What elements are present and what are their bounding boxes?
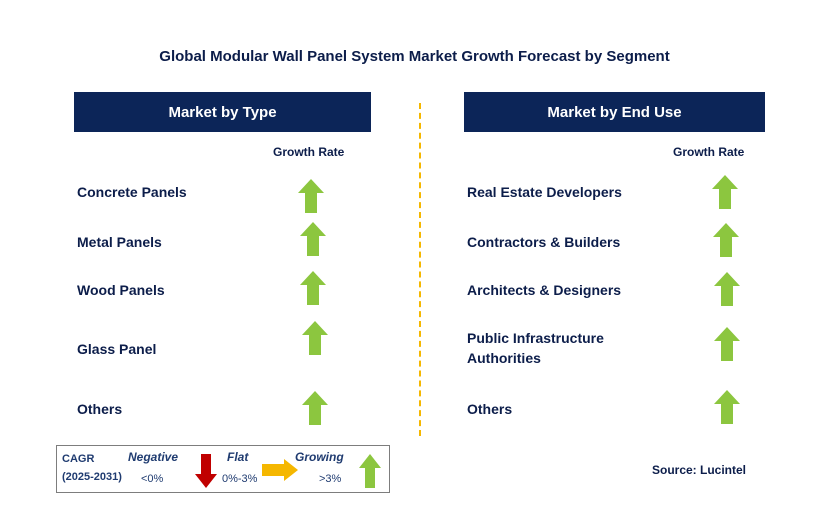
type-item-others: Others [77, 401, 123, 417]
market-by-type-header: Market by Type [74, 92, 371, 132]
growing-arrow-icon [712, 175, 738, 209]
end-use-item-others: Others [467, 401, 513, 417]
growing-arrow-icon [302, 321, 328, 355]
type-item-concrete-panels: Concrete Panels [77, 184, 187, 200]
end-use-item-label-line1: Public Infrastructure [467, 330, 604, 346]
growing-arrow-icon [300, 271, 326, 305]
growing-arrow-icon [713, 223, 739, 257]
end-use-item-contractors-builders: Contractors & Builders [467, 234, 621, 250]
legend-flat-value: 0%-3% [222, 473, 258, 485]
growing-arrow-icon [714, 390, 740, 424]
legend-growing-label: Growing [295, 450, 344, 464]
type-item-wood-panels: Wood Panels [77, 282, 165, 298]
page-title: Global Modular Wall Panel System Market … [159, 48, 670, 65]
growing-arrow-icon [714, 327, 740, 361]
growing-arrow-icon [714, 272, 740, 306]
type-item-glass-panel: Glass Panel [77, 341, 157, 357]
legend-flat-label: Flat [227, 450, 249, 464]
source-label: Source: Lucintel [652, 463, 747, 477]
end-use-item-label-line2: Authorities [467, 350, 541, 366]
panel-divider [419, 103, 421, 436]
legend-negative-label: Negative [128, 450, 179, 464]
market-by-end-use-header: Market by End Use [464, 92, 765, 132]
legend-negative-value: <0% [141, 473, 164, 485]
growing-arrow-icon [300, 222, 326, 256]
growing-arrow-icon [302, 391, 328, 425]
flat-arrow-icon [262, 459, 298, 481]
negative-arrow-icon [195, 454, 217, 488]
right-growth-rate-label: Growth Rate [673, 145, 745, 159]
type-item-metal-panels: Metal Panels [77, 234, 162, 250]
end-use-item-architects-designers: Architects & Designers [467, 282, 622, 298]
legend-period-label: (2025-2031) [62, 471, 122, 483]
growing-arrow-icon [298, 179, 324, 213]
cagr-legend: CAGR (2025-2031) Negative <0% Flat 0%-3%… [56, 445, 390, 493]
end-use-item-public-infrastructure-authorities: Public Infrastructure Authorities [467, 328, 604, 368]
legend-growing-value: >3% [319, 473, 342, 485]
end-use-item-real-estate-developers: Real Estate Developers [467, 184, 622, 200]
growing-arrow-icon [359, 454, 381, 488]
legend-cagr-label: CAGR [62, 453, 95, 465]
left-growth-rate-label: Growth Rate [273, 145, 345, 159]
